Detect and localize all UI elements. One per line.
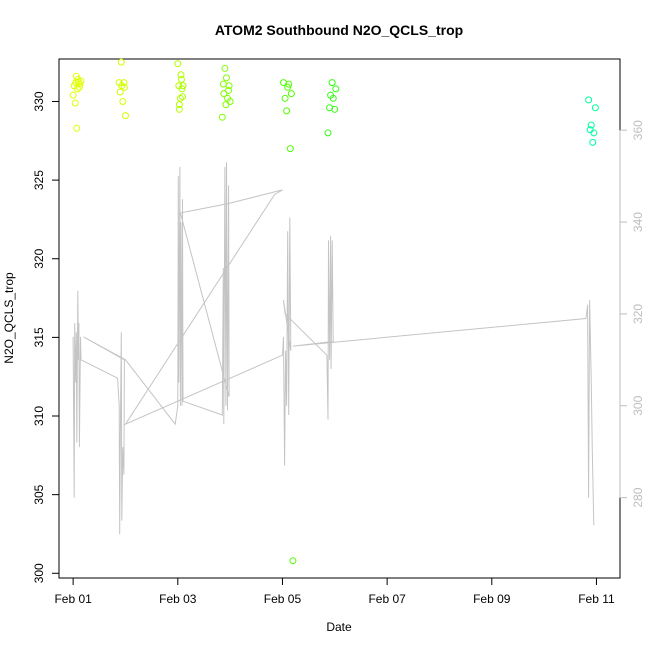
data-point bbox=[71, 99, 79, 107]
data-point bbox=[222, 74, 230, 82]
data-point bbox=[226, 97, 234, 105]
data-point bbox=[284, 83, 292, 91]
data-point bbox=[119, 97, 127, 105]
y-tick-label: 330 bbox=[32, 91, 46, 111]
x-axis-label: Date bbox=[326, 620, 352, 634]
plot-frame bbox=[58, 58, 621, 579]
data-point bbox=[329, 94, 337, 102]
data-point bbox=[590, 129, 598, 137]
data-point bbox=[289, 557, 297, 565]
data-point bbox=[77, 77, 85, 85]
data-point bbox=[225, 86, 233, 94]
y-tick-label: 320 bbox=[32, 248, 46, 268]
chart-title: ATOM2 Southbound N2O_QCLS_trop bbox=[215, 22, 463, 38]
data-point bbox=[179, 82, 187, 90]
data-point bbox=[331, 105, 339, 113]
y2-tick-label: 340 bbox=[631, 212, 645, 232]
x-tick-label: Feb 05 bbox=[264, 592, 302, 606]
data-point bbox=[179, 93, 187, 101]
series-line bbox=[72, 162, 595, 535]
y2-tick-label: 320 bbox=[631, 304, 645, 324]
line-series bbox=[72, 162, 595, 535]
data-point bbox=[116, 88, 124, 96]
data-point bbox=[178, 85, 186, 93]
data-point bbox=[177, 71, 185, 79]
data-point bbox=[591, 104, 599, 112]
y-tick-label: 315 bbox=[32, 327, 46, 347]
y-tick-label: 325 bbox=[32, 170, 46, 190]
y-tick-label: 310 bbox=[32, 406, 46, 426]
data-point bbox=[225, 82, 233, 90]
data-point bbox=[121, 112, 129, 120]
data-point bbox=[75, 83, 83, 91]
data-point bbox=[589, 138, 597, 146]
x-axis: Feb 01 Feb 03 Feb 05 Feb 07 Feb 09 Feb 11 bbox=[54, 577, 615, 606]
y2-tick-label: 300 bbox=[631, 395, 645, 415]
x-tick-label: Feb 03 bbox=[159, 592, 197, 606]
data-point bbox=[286, 145, 294, 153]
data-point bbox=[222, 101, 230, 109]
data-point bbox=[219, 80, 227, 88]
x-tick-label: Feb 07 bbox=[368, 592, 406, 606]
data-point bbox=[287, 90, 295, 98]
y2-tick-label: 360 bbox=[631, 120, 645, 140]
data-point bbox=[587, 121, 595, 129]
data-point bbox=[324, 129, 332, 137]
data-point bbox=[585, 96, 593, 104]
data-point bbox=[177, 75, 185, 83]
data-point bbox=[283, 107, 291, 115]
y2-axis: 280 300 320 340 360 bbox=[619, 120, 645, 508]
x-tick-label: Feb 01 bbox=[54, 592, 92, 606]
data-point bbox=[120, 79, 128, 87]
y-axis: 300 305 310 315 320 325 330 bbox=[32, 91, 60, 583]
data-point bbox=[69, 91, 77, 99]
x-tick-label: Feb 09 bbox=[473, 592, 511, 606]
data-point bbox=[332, 85, 340, 93]
data-point bbox=[328, 79, 336, 87]
data-point bbox=[117, 58, 125, 66]
data-point bbox=[176, 94, 184, 102]
data-point bbox=[285, 80, 293, 88]
data-point bbox=[76, 80, 84, 88]
y2-tick-label: 280 bbox=[631, 487, 645, 507]
y-tick-label: 300 bbox=[32, 563, 46, 583]
data-point bbox=[218, 113, 226, 121]
data-point bbox=[175, 105, 183, 113]
point-series bbox=[69, 58, 599, 565]
data-point bbox=[221, 64, 229, 72]
y-axis-label: N2O_QCLS_trop bbox=[2, 272, 16, 364]
data-point bbox=[73, 124, 81, 132]
x-tick-label: Feb 11 bbox=[578, 592, 615, 606]
data-point bbox=[120, 83, 128, 91]
data-point bbox=[174, 60, 182, 68]
y-tick-label: 305 bbox=[32, 484, 46, 504]
data-point bbox=[220, 90, 228, 98]
data-point bbox=[281, 94, 289, 102]
